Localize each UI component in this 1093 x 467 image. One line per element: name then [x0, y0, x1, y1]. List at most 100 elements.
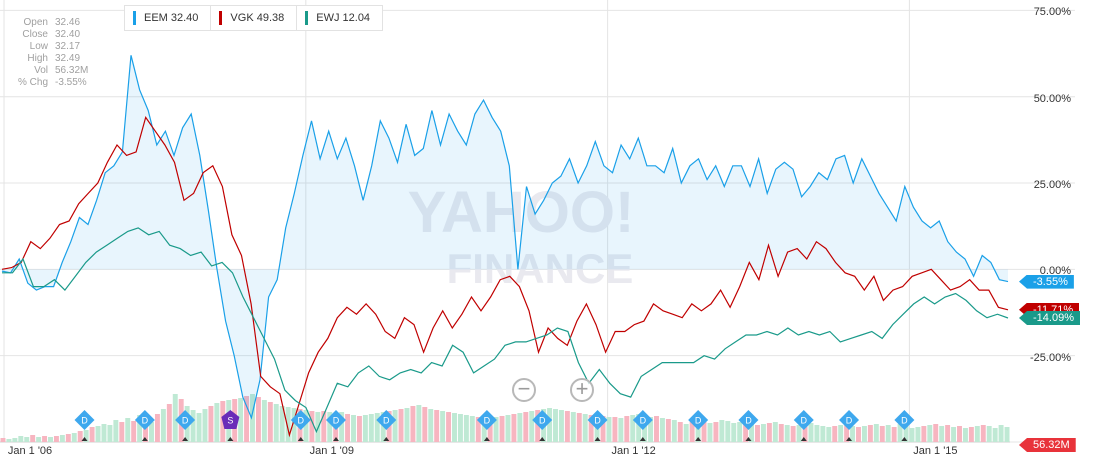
- event-tick: [141, 437, 148, 441]
- volume-bar: [713, 422, 719, 442]
- ohlc-value: 32.40: [55, 29, 81, 40]
- ohlc-label: % Chg: [17, 77, 48, 88]
- x-tick-label: Jan 1 '09: [309, 445, 354, 457]
- event-marker-dividend[interactable]: D: [376, 410, 397, 441]
- volume-bar: [535, 410, 541, 442]
- volume-bar: [974, 426, 980, 442]
- volume-bar: [790, 426, 796, 442]
- legend-item-ewj[interactable]: EWJ 12.04: [297, 5, 384, 31]
- volume-bar: [499, 416, 505, 442]
- event-marker-dividend[interactable]: D: [839, 410, 860, 441]
- volume-bar: [933, 424, 939, 442]
- volume-bar: [582, 414, 588, 442]
- volume-bar: [760, 424, 766, 442]
- event-marker-dividend[interactable]: D: [587, 410, 608, 441]
- volume-bar: [737, 422, 743, 442]
- volume-bar: [731, 423, 737, 442]
- volume-bar: [244, 396, 250, 442]
- dividend-shape: [175, 410, 196, 430]
- volume-bar: [553, 409, 558, 442]
- volume-bar: [267, 402, 273, 442]
- volume-bar: [24, 437, 30, 442]
- event-marker-dividend[interactable]: D: [793, 410, 814, 441]
- volume-bar: [921, 426, 927, 442]
- volume-bar: [475, 417, 481, 442]
- ohlc-row-close: Close 32.40: [14, 29, 88, 41]
- volume-bar: [255, 397, 261, 442]
- y-tick-label: -25.00%: [1030, 351, 1071, 364]
- volume-bar: [808, 423, 814, 442]
- dividend-shape: [290, 410, 311, 430]
- volume-bar: [303, 410, 309, 442]
- volume-bar: [570, 412, 576, 442]
- event-marker-dividend[interactable]: D: [134, 410, 155, 441]
- event-marker-dividend[interactable]: D: [476, 410, 497, 441]
- volume-bar: [838, 425, 844, 442]
- eem-area: [2, 55, 1008, 418]
- legend-swatch: [219, 11, 223, 25]
- ohlc-value: 56.32M: [55, 65, 89, 76]
- volume-bar: [434, 410, 440, 442]
- volume-bar: [689, 420, 695, 442]
- volume-bar: [398, 409, 404, 442]
- legend-label: VGK 49.38: [230, 12, 285, 24]
- volume-bar: [945, 425, 951, 442]
- volume-bar: [374, 413, 380, 442]
- event-marker-dividend[interactable]: D: [632, 410, 653, 441]
- volume-bar: [915, 427, 921, 442]
- volume-bar: [238, 398, 244, 442]
- event-marker-dividend[interactable]: D: [74, 410, 95, 441]
- event-label: D: [745, 416, 752, 426]
- volume-bar: [457, 414, 463, 442]
- event-marker-dividend[interactable]: D: [738, 410, 759, 441]
- volume-bar: [166, 404, 172, 442]
- watermark-finance: FINANCE: [447, 245, 634, 292]
- series-lines: [1, 55, 1009, 438]
- event-tick: [901, 437, 908, 441]
- event-marker-dividend[interactable]: D: [894, 410, 915, 441]
- event-label: D: [846, 416, 853, 426]
- volume-bar: [523, 412, 529, 442]
- volume-bar: [380, 412, 386, 442]
- volume-bar: [939, 426, 945, 442]
- volume-bar: [440, 411, 446, 442]
- event-tick: [639, 437, 646, 441]
- zoom-in-button[interactable]: +: [570, 378, 594, 402]
- event-tick: [745, 437, 752, 441]
- legend-item-eem[interactable]: EEM 32.40: [124, 5, 212, 31]
- split-shape: [221, 410, 240, 429]
- dividend-shape: [587, 410, 608, 430]
- event-tick: [846, 437, 853, 441]
- volume-bar: [250, 394, 255, 442]
- volume-bar: [273, 404, 279, 442]
- volume-bar: [642, 415, 648, 442]
- legend-label: EWJ 12.04: [316, 12, 371, 24]
- legend-item-vgk[interactable]: VGK 49.38: [211, 5, 298, 31]
- legend-swatch: [305, 11, 309, 25]
- event-marker-dividend[interactable]: D: [325, 410, 346, 441]
- event-marker-split[interactable]: S: [221, 410, 240, 441]
- event-tick: [332, 437, 339, 441]
- series-line-vgk: [1, 116, 1009, 438]
- volume-bar: [59, 435, 65, 442]
- volume-bar: [529, 411, 535, 442]
- price-tag-volume: 56.32M: [1019, 438, 1076, 452]
- event-label: D: [801, 416, 808, 426]
- volume-bar: [695, 421, 701, 442]
- event-marker-dividend[interactable]: D: [175, 410, 196, 441]
- event-marker-dividend[interactable]: D: [290, 410, 311, 441]
- volume-bar: [856, 427, 861, 442]
- event-label: D: [142, 416, 149, 426]
- zoom-out-button[interactable]: −: [512, 378, 536, 402]
- event-label: D: [695, 416, 702, 426]
- event-label: D: [901, 416, 908, 426]
- volume-bar: [826, 427, 832, 442]
- event-marker-dividend[interactable]: D: [688, 410, 709, 441]
- volume-bar: [814, 425, 820, 442]
- event-marker-dividend[interactable]: D: [532, 410, 553, 441]
- volume-bar: [202, 409, 208, 442]
- volume-bar: [160, 409, 166, 442]
- volume-bar: [820, 426, 826, 442]
- volume-bar: [339, 412, 345, 442]
